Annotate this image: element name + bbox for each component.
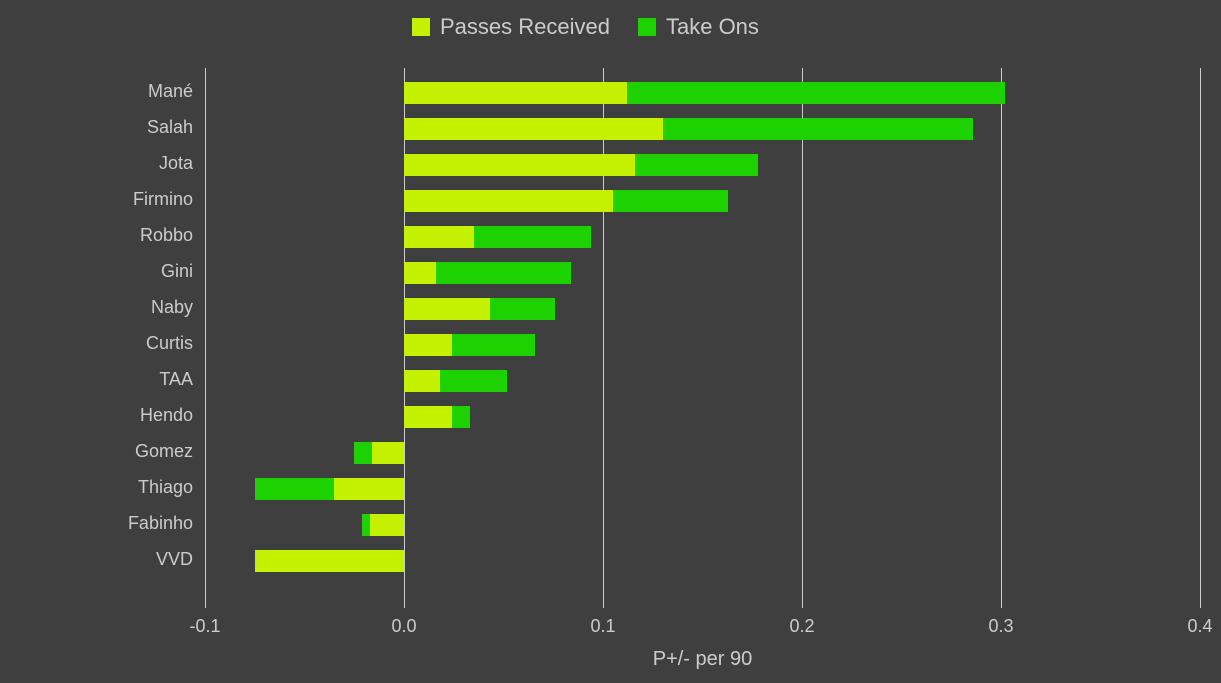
bar-take-ons xyxy=(490,298,556,320)
x-tick-label: 0.1 xyxy=(573,616,633,637)
stacked-bar-chart: Passes Received Take Ons P+/- per 90 -0.… xyxy=(0,0,1221,683)
y-tick-label: TAA xyxy=(159,369,193,390)
bar-passes-received xyxy=(404,262,436,284)
bar-take-ons xyxy=(255,478,335,500)
x-tick-label: 0.4 xyxy=(1170,616,1221,637)
y-tick-label: VVD xyxy=(156,549,193,570)
bar-take-ons xyxy=(362,514,370,536)
y-tick-label: Salah xyxy=(147,117,193,138)
y-tick-label: Firmino xyxy=(133,189,193,210)
legend: Passes Received Take Ons xyxy=(412,14,759,40)
y-tick-label: Robbo xyxy=(140,225,193,246)
x-tick-label: 0.2 xyxy=(772,616,832,637)
bar-take-ons xyxy=(663,118,973,140)
legend-swatch-take-ons xyxy=(638,18,656,36)
gridline xyxy=(802,68,803,608)
bar-take-ons xyxy=(440,370,508,392)
gridline xyxy=(1001,68,1002,608)
x-tick-label: -0.1 xyxy=(175,616,235,637)
bar-passes-received xyxy=(404,82,627,104)
bar-passes-received xyxy=(372,442,404,464)
y-tick-label: Hendo xyxy=(140,405,193,426)
y-tick-label: Naby xyxy=(151,297,193,318)
y-tick-label: Jota xyxy=(159,153,193,174)
x-tick-label: 0.3 xyxy=(971,616,1031,637)
bar-passes-received xyxy=(404,406,452,428)
y-tick-label: Fabinho xyxy=(128,513,193,534)
bar-passes-received xyxy=(404,334,452,356)
y-tick-label: Gini xyxy=(161,261,193,282)
bar-passes-received xyxy=(404,190,613,212)
bar-take-ons xyxy=(452,406,470,428)
bar-passes-received xyxy=(255,550,404,572)
bar-passes-received xyxy=(404,154,635,176)
y-tick-label: Curtis xyxy=(146,333,193,354)
bar-take-ons xyxy=(354,442,372,464)
bar-passes-received xyxy=(404,298,490,320)
bar-passes-received xyxy=(370,514,404,536)
bar-passes-received xyxy=(404,226,474,248)
legend-item-passes-received: Passes Received xyxy=(412,14,610,40)
legend-swatch-passes-received xyxy=(412,18,430,36)
bar-take-ons xyxy=(627,82,1005,104)
y-tick-label: Mané xyxy=(148,81,193,102)
legend-label: Passes Received xyxy=(440,14,610,40)
bar-take-ons xyxy=(452,334,536,356)
x-axis-title: P+/- per 90 xyxy=(623,648,783,671)
gridline xyxy=(205,68,206,608)
y-tick-label: Gomez xyxy=(135,441,193,462)
legend-label: Take Ons xyxy=(666,14,759,40)
gridline xyxy=(1200,68,1201,608)
bar-passes-received xyxy=(404,118,663,140)
bar-passes-received xyxy=(334,478,404,500)
bar-take-ons xyxy=(474,226,591,248)
bar-take-ons xyxy=(635,154,758,176)
bar-take-ons xyxy=(436,262,571,284)
bar-take-ons xyxy=(613,190,728,212)
gridline xyxy=(603,68,604,608)
legend-item-take-ons: Take Ons xyxy=(638,14,759,40)
bar-passes-received xyxy=(404,370,440,392)
plot-area xyxy=(205,68,1200,608)
y-tick-label: Thiago xyxy=(138,477,193,498)
x-tick-label: 0.0 xyxy=(374,616,434,637)
